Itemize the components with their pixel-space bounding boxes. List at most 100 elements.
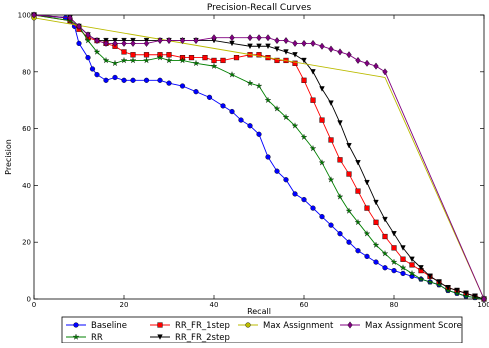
data-point-rr-fr-1step <box>382 233 388 240</box>
data-point-rr-fr-1step <box>364 205 370 211</box>
series-line-max-assignment <box>33 17 485 300</box>
data-point-baseline <box>265 154 271 160</box>
data-point-max-assignment-score <box>103 39 109 47</box>
data-point-rr <box>192 59 200 67</box>
data-point-max-assignment-score <box>121 39 127 47</box>
data-point-rr-fr-2step <box>472 293 478 300</box>
data-point-max-assignment-score <box>31 11 37 19</box>
legend-label: Baseline <box>91 321 127 331</box>
data-point-max-assignment-score <box>481 295 487 303</box>
legend-label: RR <box>91 333 103 343</box>
data-point-baseline <box>229 108 235 115</box>
data-point-baseline <box>143 77 150 83</box>
data-point-rr <box>309 144 317 152</box>
data-point-rr <box>165 56 173 64</box>
data-point-rr-fr-1step <box>211 57 217 64</box>
legend-label: Max Assignment Score <box>365 321 462 331</box>
data-point-max-assignment-score <box>373 62 379 70</box>
data-point-baseline <box>391 268 397 274</box>
data-point-rr-fr-1step <box>373 219 379 225</box>
data-point-rr <box>210 62 218 69</box>
data-point-max-assignment-score <box>166 37 172 45</box>
data-point-rr <box>102 56 110 64</box>
legend-swatch-marker <box>245 322 251 328</box>
data-point-max-assignment-score <box>130 39 136 47</box>
series-layer <box>30 11 488 303</box>
data-point-max-assignment-score <box>85 31 91 39</box>
data-point-rr-fr-2step <box>301 57 307 64</box>
x-axis-label: Recall <box>247 307 271 316</box>
data-point-max-assignment-score <box>292 39 298 47</box>
data-point-rr-fr-2step <box>337 120 343 126</box>
data-point-max-assignment-score <box>310 39 316 47</box>
data-point-baseline <box>301 197 307 203</box>
data-point-rr-fr-1step <box>310 97 316 103</box>
data-point-baseline <box>94 72 100 78</box>
data-point-max-assignment-score <box>94 37 100 45</box>
data-point-baseline <box>121 77 127 83</box>
data-point-rr <box>143 56 150 64</box>
data-point-baseline <box>76 40 82 47</box>
data-point-baseline <box>220 103 226 109</box>
data-point-rr-fr-2step <box>292 52 298 58</box>
data-point-rr-fr-1step <box>346 171 352 177</box>
data-point-baseline <box>166 80 172 86</box>
legend-swatch-marker <box>157 334 163 340</box>
data-point-rr-fr-1step <box>409 262 415 268</box>
data-point-max-assignment-score <box>67 14 73 22</box>
data-point-rr-fr-2step <box>391 231 397 237</box>
x-tick-label: 60 <box>300 301 309 309</box>
y-tick-label: 60 <box>22 125 31 133</box>
data-point-baseline <box>193 89 199 95</box>
data-point-rr <box>255 82 263 89</box>
data-point-baseline <box>247 123 253 129</box>
data-point-rr-fr-2step <box>364 179 370 186</box>
plot-area <box>33 14 485 300</box>
data-point-rr-fr-1step <box>337 157 343 163</box>
legend-swatch-marker <box>347 321 353 329</box>
data-point-rr-fr-1step <box>328 137 334 143</box>
data-point-baseline <box>89 66 96 72</box>
data-point-rr <box>246 79 254 87</box>
data-point-max-assignment-score <box>283 37 289 45</box>
data-point-baseline <box>310 205 316 211</box>
x-tick-label: 100 <box>477 301 489 309</box>
data-point-rr-fr-1step <box>202 55 208 61</box>
data-point-rr-fr-2step <box>319 86 325 92</box>
data-point-max-assignment-score <box>328 45 334 53</box>
series-baseline <box>31 12 487 302</box>
data-point-rr-fr-1step <box>301 77 307 83</box>
data-point-rr <box>156 54 164 61</box>
data-point-rr-fr-1step <box>355 188 361 194</box>
x-tick-label: 20 <box>120 301 129 309</box>
data-point-rr <box>363 230 371 237</box>
data-point-baseline <box>292 191 298 197</box>
data-point-rr <box>345 207 353 214</box>
data-point-rr <box>417 275 425 282</box>
x-tick-label: 40 <box>210 301 219 309</box>
data-point-baseline <box>206 94 213 100</box>
data-point-baseline <box>85 54 91 61</box>
data-point-baseline <box>382 265 388 271</box>
data-point-rr-fr-2step <box>454 287 460 294</box>
data-point-max-assignment-score <box>364 59 370 67</box>
data-point-rr <box>129 56 137 64</box>
data-point-max-assignment-score <box>193 37 199 45</box>
chart-title: Precision-Recall Curves <box>207 3 312 13</box>
data-point-max-assignment-score <box>265 34 271 42</box>
data-point-baseline <box>319 214 325 220</box>
data-point-rr-fr-2step <box>346 143 352 149</box>
data-point-rr <box>282 113 290 121</box>
x-tick-label: 80 <box>390 301 399 309</box>
data-point-rr-fr-2step <box>355 160 361 166</box>
data-point-baseline <box>274 168 280 174</box>
data-point-max-assignment-score <box>256 34 262 42</box>
data-point-rr <box>408 269 416 277</box>
data-point-rr-fr-2step <box>328 100 334 106</box>
legend-label: Max Assignment <box>263 321 334 331</box>
y-tick-label: 80 <box>22 68 31 76</box>
data-point-rr-fr-1step <box>166 52 172 58</box>
data-point-rr-fr-2step <box>283 49 289 55</box>
legend-label: RR_FR_2step <box>175 333 230 343</box>
